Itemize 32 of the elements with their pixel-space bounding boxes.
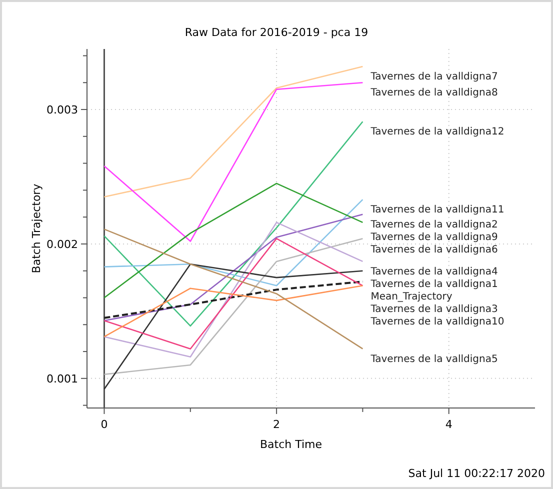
series-label: Tavernes de la valldigna1 <box>370 278 498 290</box>
series-label: Tavernes de la valldigna4 <box>370 266 498 278</box>
series-label: Tavernes de la valldigna6 <box>370 244 498 256</box>
series-label: Tavernes de la valldigna9 <box>370 232 498 243</box>
y-tick-label: 0.003 <box>46 104 78 117</box>
line-series <box>104 120 364 327</box>
line-series <box>104 284 364 338</box>
y-tick-label: 0.002 <box>46 238 78 251</box>
line-series <box>104 238 364 376</box>
y-tick-label: 0.001 <box>46 372 78 386</box>
series-label: Tavernes de la valldigna3 <box>370 304 498 315</box>
line-series <box>104 198 364 286</box>
line-series <box>104 66 364 198</box>
series-label: Tavernes de la valldigna11 <box>370 204 504 216</box>
text: Tavernes de la valldigna10 <box>370 316 504 328</box>
series-label: Tavernes de la valldigna8 <box>370 88 498 99</box>
series-label: Tavernes de la valldigna7 <box>370 71 498 82</box>
series-label: Mean_Trajectory <box>370 291 452 302</box>
x-tick-label: 4 <box>445 418 452 431</box>
x-tick-label: 2 <box>273 418 280 431</box>
chart-title: Raw Data for 2016-2019 - pca 19 <box>184 26 368 39</box>
series-label: Tavernes de la valldigna5 <box>370 354 498 365</box>
x-axis-title: Batch Time <box>260 438 322 451</box>
x-tick-label: 0 <box>100 418 108 431</box>
series-label: Tavernes de la valldigna2 <box>370 219 498 230</box>
series-label: Tavernes de la valldigna12 <box>370 126 504 138</box>
line-series <box>104 182 364 298</box>
y-axis-title: Batch Trajectory <box>30 183 43 274</box>
line-series <box>104 263 364 390</box>
text: Sat Jul 11 00:22:17 2020 <box>408 467 545 480</box>
line-series <box>104 214 364 322</box>
line-series <box>104 82 364 242</box>
